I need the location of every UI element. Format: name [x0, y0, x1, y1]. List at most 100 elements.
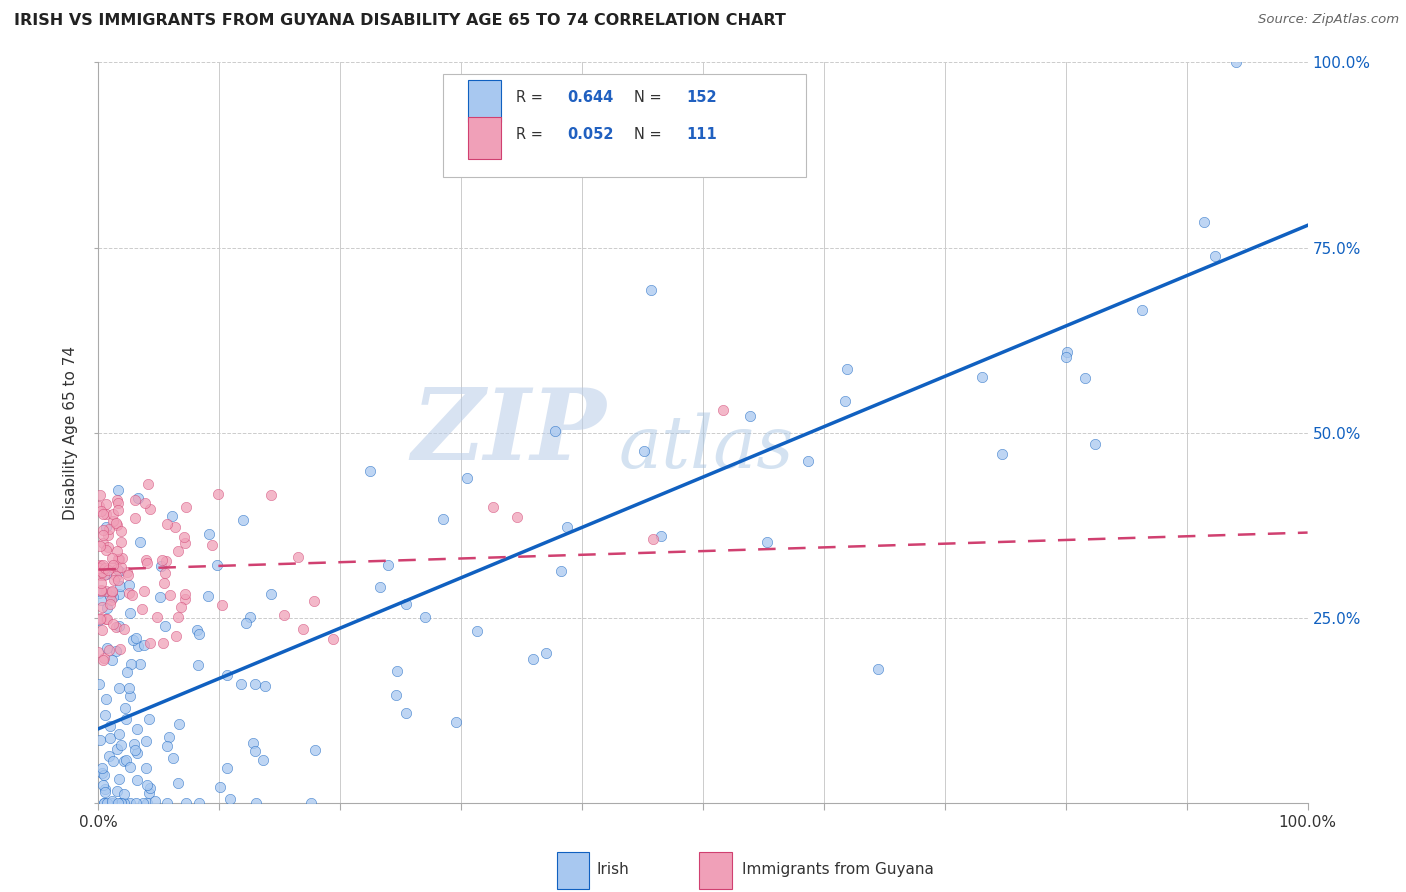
Irish: [94, 519, 117, 533]
Irish: [1225, 55, 1247, 70]
Immigrants from Guyana: [90, 599, 112, 614]
Irish: [118, 690, 141, 704]
Immigrants from Guyana: [118, 586, 141, 600]
Irish: [135, 733, 157, 747]
Immigrants from Guyana: [166, 544, 188, 558]
Immigrants from Guyana: [135, 556, 157, 570]
Immigrants from Guyana: [115, 566, 138, 580]
Immigrants from Guyana: [146, 610, 169, 624]
Irish: [120, 606, 142, 620]
Immigrants from Guyana: [105, 518, 128, 533]
Irish: [834, 394, 856, 409]
Immigrants from Guyana: [156, 516, 179, 531]
Immigrants from Guyana: [105, 516, 128, 531]
Immigrants from Guyana: [101, 560, 124, 574]
FancyBboxPatch shape: [443, 73, 806, 178]
Irish: [188, 796, 211, 810]
Immigrants from Guyana: [90, 576, 112, 591]
Irish: [121, 633, 143, 648]
Irish: [89, 677, 111, 691]
Irish: [96, 601, 118, 615]
Immigrants from Guyana: [506, 510, 529, 524]
FancyBboxPatch shape: [468, 117, 501, 160]
Irish: [139, 780, 162, 795]
FancyBboxPatch shape: [699, 852, 733, 888]
Immigrants from Guyana: [103, 573, 125, 587]
Immigrants from Guyana: [107, 552, 129, 566]
Irish: [1192, 215, 1215, 229]
Irish: [125, 631, 148, 645]
Immigrants from Guyana: [89, 488, 111, 502]
Irish: [101, 591, 124, 605]
Irish: [837, 361, 859, 376]
Irish: [90, 766, 112, 780]
Irish: [136, 796, 159, 810]
Immigrants from Guyana: [169, 600, 191, 615]
Immigrants from Guyana: [711, 403, 734, 417]
Irish: [94, 781, 117, 796]
Immigrants from Guyana: [97, 522, 120, 536]
Irish: [260, 587, 283, 601]
Irish: [215, 668, 238, 682]
Irish: [112, 787, 135, 801]
Immigrants from Guyana: [101, 507, 124, 521]
Irish: [149, 559, 172, 574]
Immigrants from Guyana: [94, 507, 117, 521]
Irish: [156, 739, 179, 754]
Irish: [149, 590, 172, 604]
Immigrants from Guyana: [159, 588, 181, 602]
Irish: [186, 624, 208, 638]
Immigrants from Guyana: [173, 587, 195, 601]
Immigrants from Guyana: [174, 500, 197, 515]
Immigrants from Guyana: [96, 612, 118, 626]
Immigrants from Guyana: [107, 503, 129, 517]
Immigrants from Guyana: [90, 559, 112, 574]
Irish: [157, 731, 180, 745]
Immigrants from Guyana: [138, 636, 160, 650]
Immigrants from Guyana: [93, 558, 115, 572]
Irish: [120, 796, 142, 810]
Text: R =: R =: [516, 127, 547, 142]
Irish: [456, 471, 478, 485]
Irish: [93, 708, 115, 723]
Immigrants from Guyana: [124, 511, 146, 525]
Immigrants from Guyana: [174, 591, 197, 606]
Text: Immigrants from Guyana: Immigrants from Guyana: [742, 862, 934, 877]
Immigrants from Guyana: [291, 622, 314, 636]
Immigrants from Guyana: [112, 622, 135, 636]
Immigrants from Guyana: [91, 565, 114, 579]
Irish: [112, 755, 135, 769]
Irish: [432, 512, 454, 526]
Immigrants from Guyana: [89, 558, 111, 573]
Immigrants from Guyana: [91, 653, 114, 667]
Irish: [89, 733, 111, 747]
Text: 0.644: 0.644: [568, 90, 614, 104]
Text: Irish: Irish: [596, 862, 630, 877]
Immigrants from Guyana: [131, 602, 153, 616]
Irish: [205, 558, 228, 572]
Irish: [242, 736, 264, 750]
Irish: [155, 796, 177, 810]
Irish: [122, 737, 145, 751]
Irish: [87, 586, 110, 600]
Immigrants from Guyana: [173, 535, 195, 549]
Irish: [104, 644, 127, 658]
Irish: [522, 651, 544, 665]
Immigrants from Guyana: [121, 588, 143, 602]
Irish: [135, 761, 157, 775]
Irish: [107, 796, 129, 810]
Immigrants from Guyana: [153, 576, 176, 591]
FancyBboxPatch shape: [557, 852, 589, 888]
Irish: [153, 619, 176, 633]
Irish: [138, 786, 160, 800]
Immigrants from Guyana: [207, 486, 229, 500]
Irish: [124, 743, 146, 757]
Irish: [991, 447, 1014, 461]
Irish: [129, 657, 152, 671]
Irish: [136, 778, 159, 792]
Irish: [1056, 345, 1078, 359]
Immigrants from Guyana: [91, 536, 114, 550]
Irish: [197, 589, 219, 603]
Immigrants from Guyana: [107, 496, 129, 510]
Irish: [160, 509, 183, 524]
